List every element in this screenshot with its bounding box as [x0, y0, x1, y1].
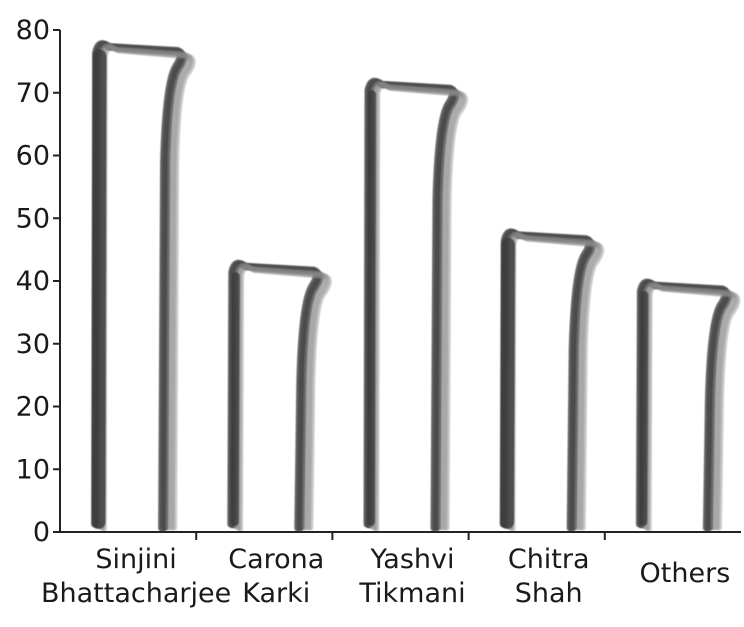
bar: [91, 40, 196, 532]
bar: [363, 77, 468, 532]
y-tick-label: 30: [16, 329, 50, 360]
y-tick-label: 20: [16, 392, 50, 423]
y-tick-label: 40: [16, 266, 50, 297]
bar: [499, 228, 605, 532]
x-category-label: Sinjini Bhattacharjee: [41, 544, 231, 609]
y-tick-label: 0: [33, 517, 50, 548]
y-tick-label: 60: [16, 141, 50, 172]
x-category-label: Yashvi Tikmani: [358, 544, 465, 609]
bars-group: [91, 40, 741, 532]
bar: [227, 259, 332, 532]
y-tick-label: 70: [16, 78, 50, 109]
bar: [635, 278, 741, 532]
y-tick-label: 80: [16, 15, 50, 46]
y-ticks-group: 0 10 20 30 40 50 60 70 80: [16, 15, 60, 548]
y-tick-label: 50: [16, 203, 50, 234]
x-category-label: Chitra Shah: [508, 544, 590, 609]
x-category-label: Carona Karki: [228, 544, 324, 609]
x-category-label: Others: [640, 558, 731, 589]
y-tick-label: 10: [16, 454, 50, 485]
